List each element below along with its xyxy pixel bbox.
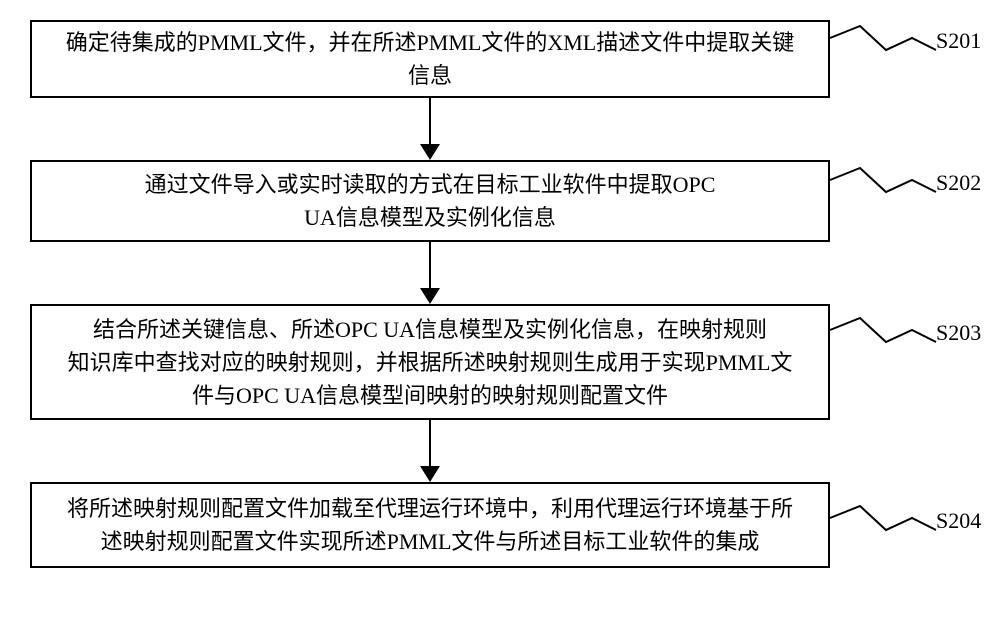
flowchart: 确定待集成的PMML文件，并在所述PMML文件的XML描述文件中提取关键 信息 …	[30, 20, 970, 568]
step-text-line: UA信息模型及实例化信息	[304, 201, 556, 234]
arrow-head-icon	[420, 288, 440, 304]
step-text-line: 述映射规则配置文件实现所述PMML文件与所述目标工业软件的集成	[101, 525, 760, 558]
step-s202: 通过文件导入或实时读取的方式在目标工业软件中提取OPC UA信息模型及实例化信息	[30, 160, 970, 242]
step-text-line: 信息	[408, 59, 452, 92]
step-text-line: 结合所述关键信息、所述OPC UA信息模型及实例化信息，在映射规则	[93, 313, 767, 346]
step-text-line: 件与OPC UA信息模型间映射的映射规则配置文件	[192, 379, 668, 412]
arrow	[30, 242, 830, 304]
step-text-line: 通过文件导入或实时读取的方式在目标工业软件中提取OPC	[145, 168, 716, 201]
step-box: 确定待集成的PMML文件，并在所述PMML文件的XML描述文件中提取关键 信息	[30, 20, 830, 98]
arrow-line	[429, 242, 431, 288]
arrow	[30, 98, 830, 160]
step-label-s201: S201	[936, 28, 981, 54]
step-s204: 将所述映射规则配置文件加载至代理运行环境中，利用代理运行环境基于所 述映射规则配…	[30, 482, 970, 568]
arrow-line	[429, 98, 431, 144]
step-text-line: 知识库中查找对应的映射规则，并根据所述映射规则生成用于实现PMML文	[68, 346, 793, 379]
arrow-line	[429, 420, 431, 466]
arrow	[30, 420, 830, 482]
step-s203: 结合所述关键信息、所述OPC UA信息模型及实例化信息，在映射规则 知识库中查找…	[30, 304, 970, 420]
step-box: 将所述映射规则配置文件加载至代理运行环境中，利用代理运行环境基于所 述映射规则配…	[30, 482, 830, 568]
step-box: 通过文件导入或实时读取的方式在目标工业软件中提取OPC UA信息模型及实例化信息	[30, 160, 830, 242]
step-label-s204: S204	[936, 508, 981, 534]
step-label-s202: S202	[936, 170, 981, 196]
step-label-s203: S203	[936, 320, 981, 346]
step-text-line: 确定待集成的PMML文件，并在所述PMML文件的XML描述文件中提取关键	[66, 26, 794, 59]
arrow-head-icon	[420, 144, 440, 160]
step-box: 结合所述关键信息、所述OPC UA信息模型及实例化信息，在映射规则 知识库中查找…	[30, 304, 830, 420]
step-s201: 确定待集成的PMML文件，并在所述PMML文件的XML描述文件中提取关键 信息	[30, 20, 970, 98]
step-text-line: 将所述映射规则配置文件加载至代理运行环境中，利用代理运行环境基于所	[67, 492, 793, 525]
arrow-head-icon	[420, 466, 440, 482]
